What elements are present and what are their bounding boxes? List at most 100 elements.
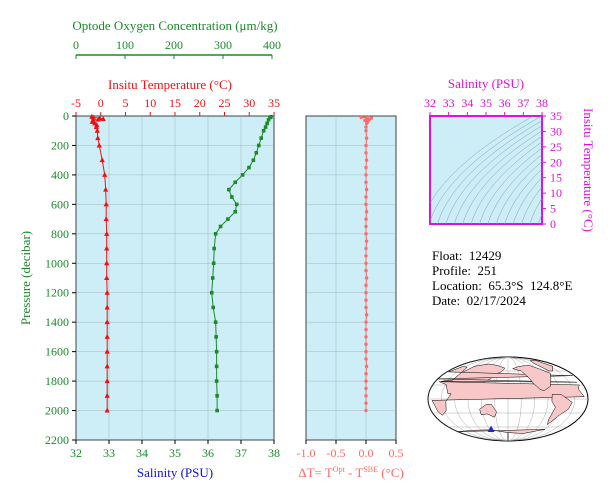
temperature-point [95,135,101,141]
isopycnal-line [538,213,542,224]
oxygen-point [233,180,238,185]
oxygen-point [211,261,216,266]
delta-point [364,180,368,184]
oxygen-point [215,394,219,398]
oxygen-tick-label: 0 [73,38,79,52]
delta-point [364,349,368,354]
ts-ytick-label: 15 [550,171,562,185]
delta-point [364,342,368,346]
delta-point [363,118,367,123]
oxygen-point [266,117,271,122]
p-tick-label: 400 [51,168,69,182]
ts-ytick-label: 20 [550,155,562,169]
delta-point [364,335,368,339]
oxygen-point [226,217,230,221]
ts-xtick-label: 34 [461,96,473,110]
temperature-point [96,142,102,148]
delta-tick-label: 0.5 [389,446,404,460]
pressure-axis: 0 200 400 600 800 1000 1200 1400 1600 1800 2000 220… [45,109,76,447]
ts-density-contours [430,116,542,224]
temperature-point [95,116,101,122]
delta-point [364,254,368,258]
oxygen-point [247,165,251,170]
oxygen-point [227,187,231,192]
delta-axis: -1.0 -0.5 0.0 0.5 [297,440,404,460]
ts-xtick-label: 36 [499,96,511,110]
continent-africa [431,381,585,416]
temperature-point [94,127,100,133]
sal-tick-label: 34 [136,446,148,460]
oxygen-point [209,290,214,295]
delta-point [364,372,368,376]
temperature-point [90,114,96,120]
delta-point [364,327,368,332]
temp-tick-label: 20 [194,96,206,110]
oxygen-point [214,335,218,339]
p-tick-label: 1600 [45,345,69,359]
oxygen-axis: 0 100 200 300 400 [73,38,281,59]
profile-grid [75,115,275,441]
oxygen-point [213,232,218,236]
temp-tick-label: -5 [71,96,81,110]
delta-point [364,313,369,317]
p-tick-label: 600 [51,197,69,211]
oxygen-axis-label: Optode Oxygen Concentration (μm/kg) [72,18,277,33]
sal-tick-label: 32 [70,446,82,460]
temperature-point [104,245,110,251]
oxygen-point [268,115,272,120]
oxygen-tick-label: 200 [165,38,183,52]
delta-point [364,408,368,413]
delta-tick-label: -1.0 [297,446,316,460]
sal-tick-label: 38 [268,446,280,460]
temperature-point [104,407,110,413]
delta-point [364,320,368,324]
isopycnal-line [437,120,542,224]
delta-point [364,195,368,199]
delta-point [364,151,368,155]
temp-tick-label: 5 [123,96,129,110]
oxygen-point [230,195,234,199]
delta-point [364,386,368,391]
location: Location: 65.3°S 124.8°E [432,278,573,293]
delta-panel [305,115,397,441]
oxygen-tick-label: 300 [214,38,232,52]
float-info: Float: 12429 Profile: 251 Location: 65.3… [432,248,572,308]
sal-tick-label: 37 [235,446,247,460]
delta-point [364,224,368,229]
delta-point [364,158,369,162]
sal-tick-label: 36 [202,446,214,460]
temperature-point [104,378,110,384]
delta-point [364,305,368,310]
ts-ytick-label: 25 [550,140,562,154]
delta-point [364,165,368,170]
oxygen-point [234,202,239,207]
delta-point [364,239,369,243]
oxygen-point [240,173,245,177]
p-tick-label: 0 [63,109,69,123]
temperature-point [104,275,110,280]
p-tick-label: 1000 [45,256,69,270]
temp-tick-label: 25 [219,96,231,110]
oxygen-point [214,379,219,383]
ts-ytick-label: 5 [550,202,556,216]
delta-point [364,291,368,295]
oxygen-point [212,246,216,251]
oxygen-point [214,364,219,369]
temperature-point [102,171,108,177]
oxygen-point [259,136,264,140]
isopycnal-line [512,177,542,224]
p-tick-label: 2200 [45,433,69,447]
temperature-point [104,363,110,369]
temperature-point [104,289,110,295]
date: Date: 02/17/2024 [432,293,526,308]
temperature-series [89,113,110,413]
p-tick-label: 200 [51,138,69,152]
delta-point [364,401,368,405]
ts-xtick-label: 35 [480,96,492,110]
delta-point [364,246,368,251]
float-id: Float: 12429 [432,248,502,263]
oxygen-tick-label: 100 [116,38,134,52]
temperature-point [103,201,109,207]
world-map [427,356,589,442]
